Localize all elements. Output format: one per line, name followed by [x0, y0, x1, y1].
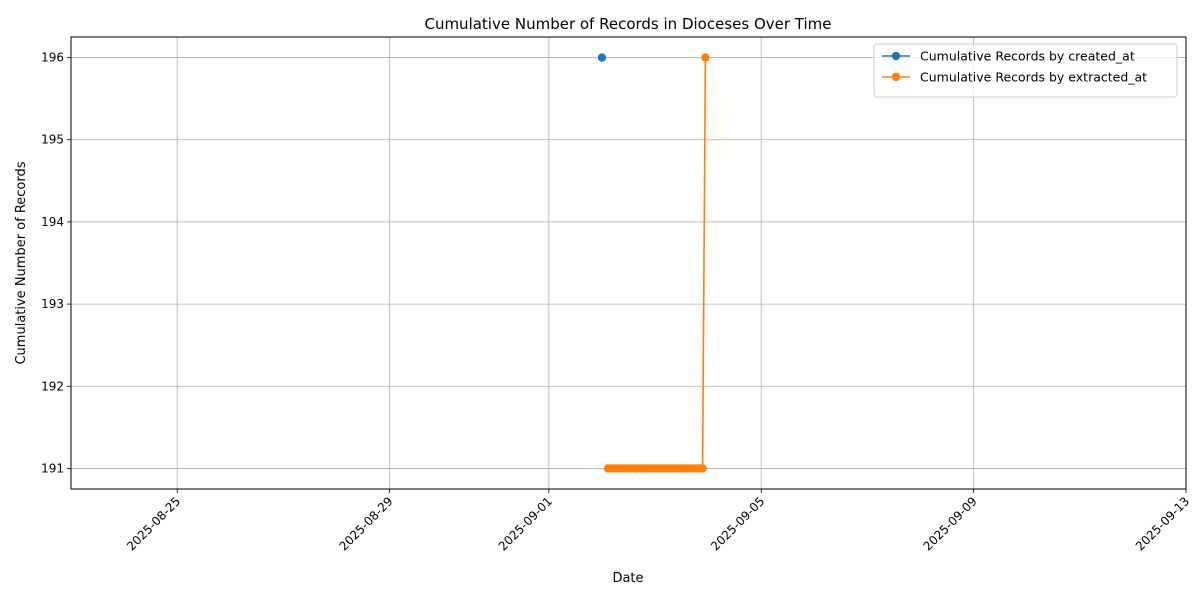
- y-tick-label: 193: [41, 297, 64, 311]
- series-layer: [597, 53, 710, 473]
- y-axis-label: Cumulative Number of Records: [14, 161, 29, 364]
- legend-label: Cumulative Records by extracted_at: [920, 70, 1147, 85]
- chart-title: Cumulative Number of Records in Dioceses…: [424, 15, 831, 33]
- legend: Cumulative Records by created_at Cumulati…: [873, 43, 1178, 98]
- y-tick-label: 195: [41, 133, 64, 147]
- legend-marker: [891, 72, 901, 82]
- legend-marker: [891, 51, 901, 61]
- legend-label: Cumulative Records by created_at: [920, 49, 1135, 64]
- data-point: [701, 53, 710, 62]
- x-axis-label: Date: [612, 571, 643, 586]
- data-point: [597, 53, 607, 62]
- data-point: [698, 464, 707, 473]
- grid: [71, 37, 1187, 489]
- y-tick-label: 194: [41, 215, 64, 229]
- y-tick-label: 191: [41, 461, 64, 475]
- y-tick-label: 196: [41, 51, 64, 65]
- y-tick-label: 192: [41, 379, 64, 393]
- series-1: [597, 53, 607, 62]
- plot-frame: [70, 36, 1187, 490]
- series-2: [603, 53, 710, 473]
- legend-box: [873, 43, 1178, 98]
